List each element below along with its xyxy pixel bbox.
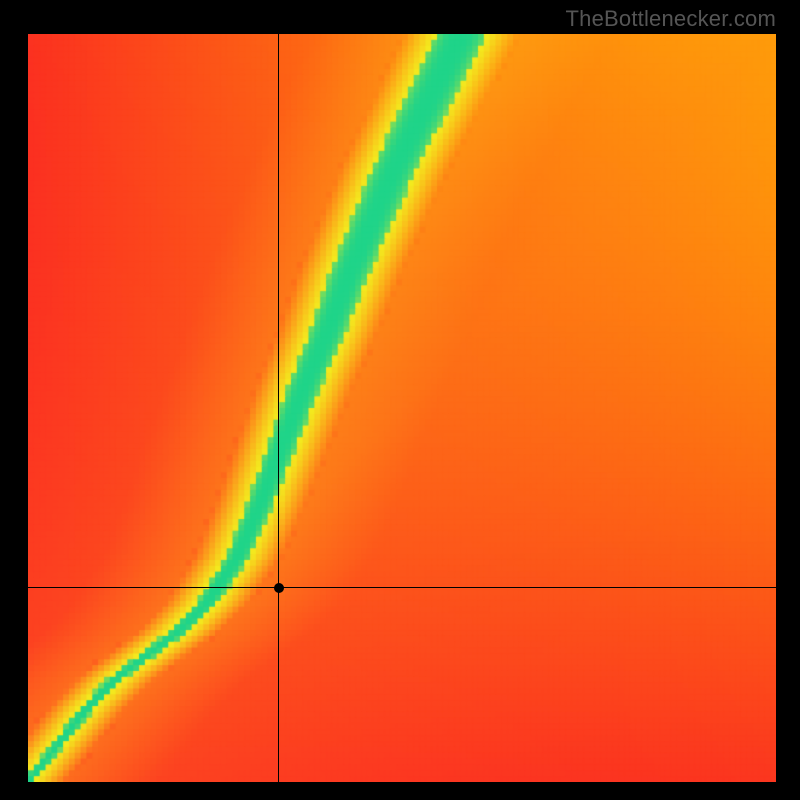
crosshair-vertical (278, 34, 279, 782)
marker-point (274, 583, 284, 593)
heatmap-canvas (28, 34, 776, 782)
watermark-text: TheBottlenecker.com (566, 6, 776, 32)
chart-container: TheBottlenecker.com (0, 0, 800, 800)
crosshair-horizontal (28, 587, 776, 588)
